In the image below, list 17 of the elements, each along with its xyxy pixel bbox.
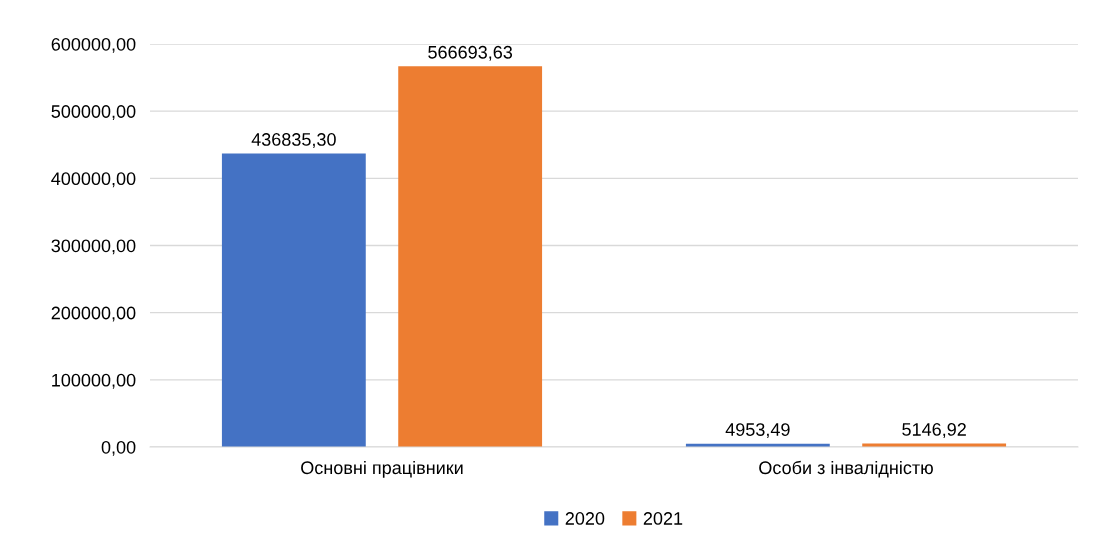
y-tick-label: 600000,00 xyxy=(51,37,136,53)
data-label: 436835,30 xyxy=(251,133,336,148)
y-tick-label: 500000,00 xyxy=(51,105,136,121)
data-label: 5146,92 xyxy=(902,423,966,438)
y-tick-label: 300000,00 xyxy=(51,239,136,255)
y-tick-label: 0,00 xyxy=(101,440,136,456)
bar xyxy=(398,66,543,447)
y-tick-label: 200000,00 xyxy=(51,306,136,322)
legend-label: 2021 xyxy=(643,512,683,525)
x-tick-label: Особи з інвалідністю xyxy=(759,460,933,478)
legend-label: 2020 xyxy=(565,512,605,525)
data-label: 566693,63 xyxy=(428,45,513,61)
y-tick-label: 100000,00 xyxy=(52,373,136,389)
y-tick-label: 400000,00 xyxy=(51,172,136,188)
bar xyxy=(221,153,366,447)
x-tick-label: Основні працівники xyxy=(301,460,463,478)
data-label: 4953,49 xyxy=(725,423,790,439)
